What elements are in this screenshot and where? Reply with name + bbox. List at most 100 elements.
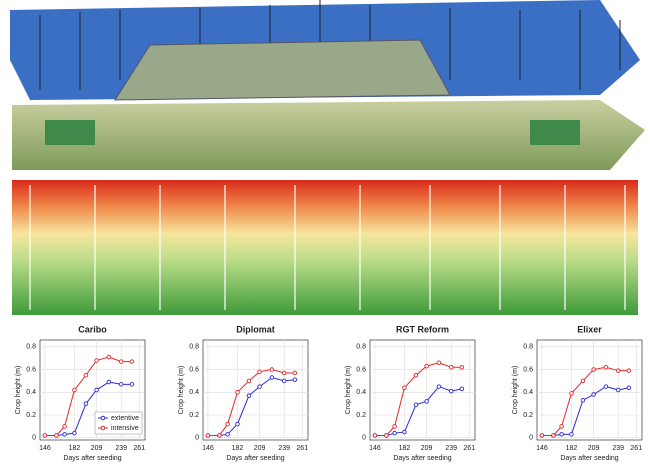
x-axis-label: Days after seeding [393,455,451,462]
x-tick-label: 182 [399,445,411,452]
field-patch [530,120,580,145]
data-point [95,359,99,363]
data-point [449,389,453,393]
data-point [293,378,297,382]
data-point [460,387,464,391]
x-tick-label: 182 [566,445,578,452]
x-tick-label: 146 [369,445,381,452]
x-tick-label: 239 [612,445,624,452]
data-point [282,371,286,375]
x-tick-label: 209 [588,445,600,452]
x-tick-label: 261 [296,445,308,452]
data-point [604,385,608,389]
y-tick-label: 0.8 [523,344,533,351]
data-point [206,434,210,438]
y-axis-label: Crop height (m) [345,366,352,415]
data-point [270,368,274,372]
data-point [119,360,123,364]
data-point [107,380,111,384]
data-point [226,422,230,426]
data-point [570,433,574,437]
data-point [592,368,596,372]
x-tick-label: 146 [536,445,548,452]
x-tick-label: 146 [202,445,214,452]
x-tick-label: 209 [91,445,103,452]
y-tick-label: 0 [529,435,533,442]
data-point [552,434,556,438]
y-tick-label: 0.8 [26,344,36,351]
data-point [540,434,544,438]
data-point [84,402,88,406]
x-tick-label: 239 [278,445,290,452]
data-point [226,433,230,437]
data-point [43,434,47,438]
data-point [437,385,441,389]
y-tick-label: 0.2 [523,412,533,419]
y-axis-label: Crop height (m) [512,366,519,415]
data-point [581,379,585,383]
data-point [55,434,59,438]
data-point [119,383,123,387]
data-point [403,386,407,390]
figure: 0 0.2 0.4 0.6 0.8 146 182 209 239 261 Caribo Days a… [0,0,650,463]
data-point [385,434,389,438]
chart-title: Diplomat [236,324,275,334]
data-point [73,431,77,435]
y-tick-label: 0.2 [356,412,366,419]
y-tick-label: 0 [32,435,36,442]
data-point [425,400,429,404]
heatmap [12,180,638,315]
x-tick-label: 261 [463,445,475,452]
x-tick-label: 182 [69,445,81,452]
plot-area [537,340,642,440]
data-point [570,392,574,396]
data-point [258,385,262,389]
y-tick-label: 0.6 [356,366,366,373]
data-point [403,430,407,434]
data-point [247,394,251,398]
data-point [373,434,377,438]
plot-tiles [115,40,450,100]
data-point [393,425,397,429]
y-tick-label: 0.8 [189,344,199,351]
y-tick-label: 0.6 [26,366,36,373]
data-point [84,373,88,377]
data-point [414,403,418,407]
chart-title: Caribo [78,324,107,334]
legend-label: intensive [111,425,139,432]
data-point [270,376,274,380]
point-cloud-view [10,0,645,170]
data-point [560,425,564,429]
field-patch [45,120,95,145]
data-point [293,371,297,375]
y-tick-label: 0.4 [523,389,533,396]
y-tick-label: 0.2 [189,412,199,419]
x-tick-label: 239 [115,445,127,452]
y-tick-label: 0.4 [356,389,366,396]
x-tick-label: 239 [445,445,457,452]
data-point [282,379,286,383]
y-tick-label: 0.2 [26,412,36,419]
y-tick-label: 0 [362,435,366,442]
y-tick-label: 0 [195,435,199,442]
data-point [616,369,620,373]
chart-title: RGT Reform [396,324,449,334]
data-point [604,365,608,369]
data-point [130,383,134,387]
y-tick-label: 0.8 [356,344,366,351]
legend-label: extentive [111,415,139,422]
x-tick-label: 182 [232,445,244,452]
y-tick-label: 0.4 [26,389,36,396]
legend-marker [101,416,105,420]
data-point [63,425,67,429]
x-tick-label: 261 [630,445,642,452]
data-point [107,355,111,359]
data-point [414,373,418,377]
data-point [616,388,620,392]
data-point [73,388,77,392]
data-point [130,360,134,364]
data-point [425,364,429,368]
plot-area [370,340,475,440]
x-axis-label: Days after seeding [63,455,121,462]
x-axis-label: Days after seeding [226,455,284,462]
